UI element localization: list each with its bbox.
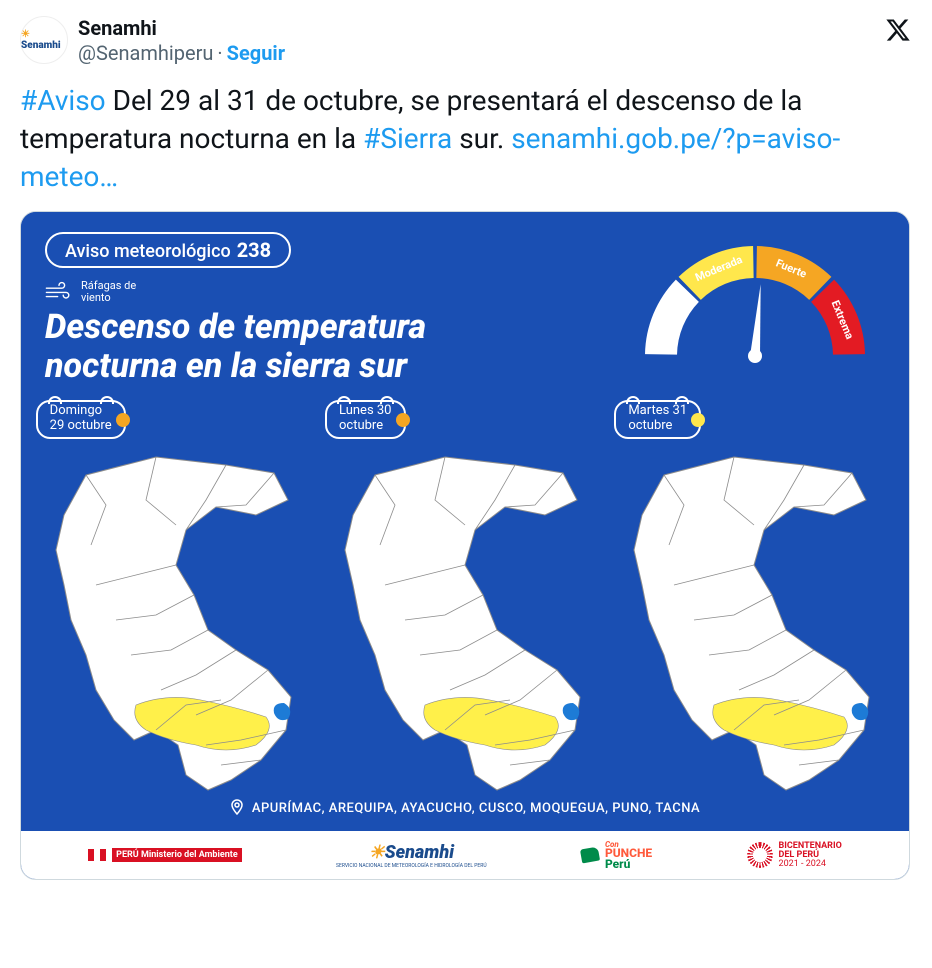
tweet-media-image[interactable]: Aviso meteorológico 238 Ráfagas de vient…	[20, 211, 910, 880]
tweet-card: ☀Senamhi Senamhi @Senamhiperu·Seguir #Av…	[0, 0, 932, 896]
hashtag-aviso[interactable]: #Aviso	[20, 84, 106, 117]
peru-map-1	[325, 445, 595, 795]
bicent-l3: 2021 - 2024	[779, 860, 842, 869]
wind-label-l2: viento	[81, 292, 136, 304]
infographic: Aviso meteorológico 238 Ráfagas de vient…	[21, 212, 909, 879]
avatar-logo-icon: ☀Senamhi	[21, 29, 67, 51]
logo-bicentenario: BICENTENARIO DEL PERÚ 2021 - 2024	[747, 842, 842, 869]
map-col-1: Lunes 30 octubre	[325, 400, 605, 799]
user-block: Senamhi @Senamhiperu·Seguir	[78, 16, 874, 66]
display-name[interactable]: Senamhi	[78, 16, 874, 40]
footer-logos: PERÚ Ministerio del Ambiente ☀Senamhi SE…	[21, 831, 909, 879]
map-col-0: Domingo 29 octubre	[36, 400, 316, 799]
alert-level-gauge: Sin peligroModeradaFuerteExtrema	[625, 226, 885, 376]
handle[interactable]: @Senamhiperu	[78, 41, 213, 65]
logo-punche: Con PUNCHE Perú	[581, 841, 652, 870]
punche-l3: Perú	[605, 859, 652, 870]
date-pill-1: Lunes 30 octubre	[325, 400, 406, 439]
senamhi-sub: SERVICIO NACIONAL DE METEOROLOGÍA E HIDR…	[336, 863, 487, 869]
wind-label: Ráfagas de viento	[45, 280, 136, 304]
infographic-title: Descenso de temperatura nocturna en la s…	[45, 308, 426, 386]
date-l1: Lunes 30	[339, 404, 392, 418]
date-l1: Domingo	[50, 404, 112, 418]
infographic-title-l2: nocturna en la sierra sur	[45, 347, 426, 386]
handle-line: @Senamhiperu·Seguir	[78, 40, 874, 66]
advisory-badge: Aviso meteorológico 238	[45, 232, 291, 268]
advisory-badge-label: Aviso meteorológico	[65, 241, 231, 262]
date-dot-1	[396, 413, 410, 427]
date-l2: octubre	[628, 419, 687, 433]
advisory-badge-number: 238	[237, 238, 271, 262]
logo-ministerio: PERÚ Ministerio del Ambiente	[88, 848, 242, 862]
platform-x-icon[interactable]	[884, 16, 912, 44]
date-l2: octubre	[339, 419, 392, 433]
date-dot-0	[116, 413, 130, 427]
date-pill-2: Martes 31 octubre	[614, 400, 701, 439]
peru-map-0	[36, 445, 306, 795]
peru-flag-icon	[88, 849, 106, 861]
maps-row: Domingo 29 octubre Lunes 30 octubre	[21, 400, 909, 799]
infographic-title-l1: Descenso de temperatura	[45, 308, 426, 347]
wind-icon	[45, 281, 73, 304]
logo-senamhi: ☀Senamhi SERVICIO NACIONAL DE METEOROLOG…	[336, 842, 487, 869]
tweet-header: ☀Senamhi Senamhi @Senamhiperu·Seguir	[20, 16, 912, 66]
regions-text: APURÍMAC, AREQUIPA, AYACUCHO, CUSCO, MOQ…	[252, 801, 700, 816]
pin-icon	[230, 797, 244, 819]
senamhi-logo-icon: ☀Senamhi	[369, 842, 454, 863]
shoe-icon	[580, 847, 600, 864]
hashtag-sierra[interactable]: #Sierra	[363, 122, 452, 155]
ministerio-text: PERÚ Ministerio del Ambiente	[112, 848, 242, 862]
regions-list: APURÍMAC, AREQUIPA, AYACUCHO, CUSCO, MOQ…	[21, 797, 909, 819]
tweet-text: #Aviso Del 29 al 31 de octubre, se prese…	[20, 82, 912, 195]
date-l1: Martes 31	[628, 404, 687, 418]
date-l2: 29 octubre	[50, 419, 112, 433]
peru-map-2	[614, 445, 884, 795]
separator-dot: ·	[217, 41, 222, 65]
avatar[interactable]: ☀Senamhi	[20, 16, 68, 64]
tweet-text-part2: sur.	[452, 122, 511, 155]
date-pill-0: Domingo 29 octubre	[36, 400, 126, 439]
date-dot-2	[691, 413, 705, 427]
map-col-2: Martes 31 octubre	[614, 400, 894, 799]
follow-link[interactable]: Seguir	[227, 41, 285, 65]
bicentenario-sun-icon	[747, 842, 773, 868]
